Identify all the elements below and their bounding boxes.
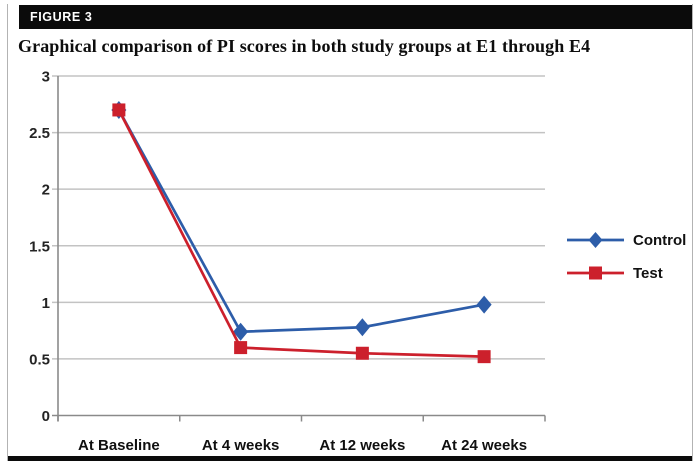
x-category-label: At 24 weeks (441, 437, 527, 454)
legend-item-test: Test (567, 263, 686, 283)
y-tick-label: 1 (42, 295, 50, 312)
figure-border-left (7, 4, 8, 461)
figure-header-bar: FIGURE 3 (19, 5, 692, 29)
y-tick-label: 2 (42, 182, 50, 199)
control-series-line (117, 109, 485, 334)
y-tick-label: 3 (42, 69, 50, 86)
figure-bottom-rule (8, 456, 692, 461)
x-category-label: At Baseline (78, 437, 160, 454)
test-series-line (117, 109, 485, 359)
test-data-point (355, 346, 369, 360)
control-data-point (233, 322, 249, 341)
chart-title: Graphical comparison of PI scores in bot… (18, 36, 591, 56)
test-data-point (477, 350, 491, 364)
figure-tag: FIGURE 3 (30, 10, 93, 24)
figure-border-right (692, 4, 693, 461)
y-tick-label: 0 (42, 408, 50, 425)
y-tick-label: 1.5 (29, 238, 50, 255)
test-data-point (234, 341, 248, 355)
control-series-marker-icon (567, 232, 624, 248)
legend-label-test: Test (633, 264, 663, 282)
legend-item-control: Control (567, 230, 686, 250)
x-category-label: At 4 weeks (202, 437, 280, 454)
legend-label-control: Control (633, 231, 687, 249)
control-data-point (476, 295, 492, 314)
y-tick-label: 2.5 (29, 125, 50, 142)
test-series-marker-icon (567, 266, 624, 280)
test-data-point (112, 103, 126, 117)
control-data-point (354, 318, 370, 337)
x-category-label: At 12 weeks (319, 437, 405, 454)
chart-legend: Control Test (567, 230, 686, 283)
y-tick-label: 0.5 (29, 351, 50, 368)
